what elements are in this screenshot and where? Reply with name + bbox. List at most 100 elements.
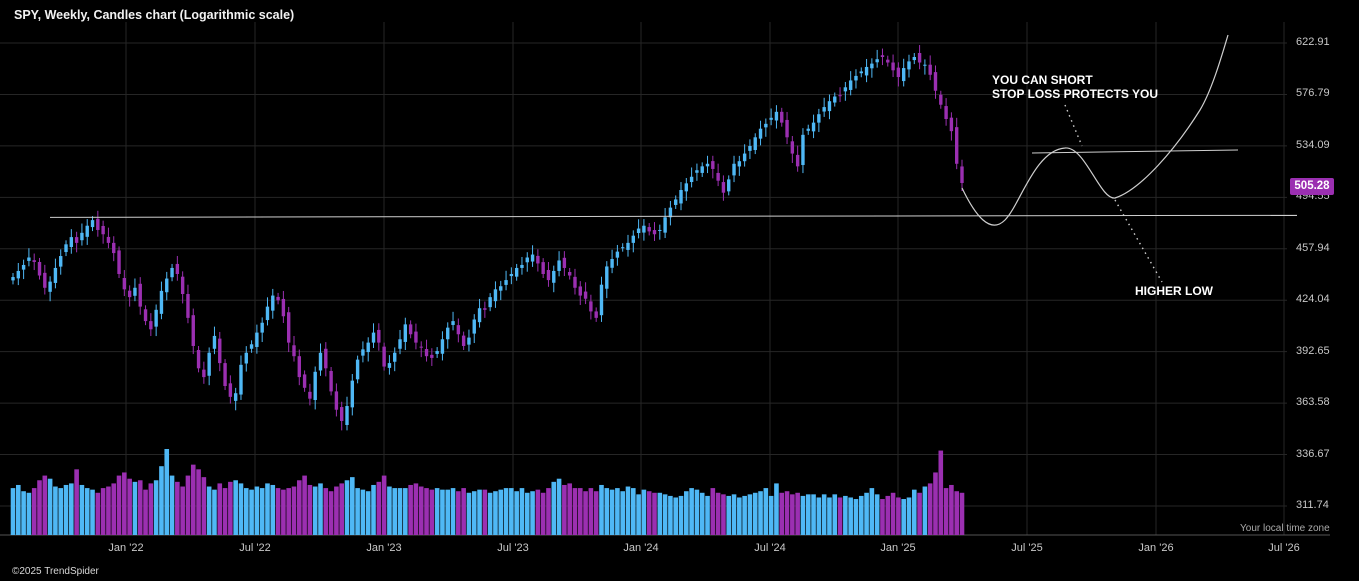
candle-body bbox=[530, 254, 535, 262]
volume-bar bbox=[609, 489, 615, 535]
candle-body bbox=[859, 71, 863, 74]
candle-body bbox=[281, 298, 286, 317]
candle-body bbox=[74, 237, 79, 243]
support-line bbox=[49, 214, 1298, 218]
candle-body bbox=[954, 127, 959, 164]
callout-line-short bbox=[1064, 104, 1083, 147]
candle-body bbox=[456, 325, 461, 335]
annotation-short-line-2: STOP LOSS PROTECTS YOU bbox=[992, 87, 1159, 101]
candle-body bbox=[122, 278, 127, 290]
volume-bar bbox=[249, 489, 254, 535]
volume-bar bbox=[678, 495, 684, 535]
timezone-label[interactable]: Your local time zone bbox=[1240, 523, 1330, 534]
volume-bar bbox=[100, 488, 106, 535]
volume-bar bbox=[906, 497, 912, 535]
volume-bar bbox=[747, 494, 753, 535]
volume-bar bbox=[334, 486, 339, 535]
volume-bar bbox=[53, 486, 58, 535]
volume-bar bbox=[927, 483, 933, 535]
volume-bar bbox=[58, 488, 64, 535]
volume-bar bbox=[758, 491, 763, 535]
price-tick-label: 457.94 bbox=[1296, 241, 1330, 254]
volume-bar bbox=[450, 488, 456, 535]
candle-body bbox=[276, 296, 280, 301]
candle-body bbox=[340, 407, 344, 421]
volume-bar bbox=[652, 492, 657, 535]
volume-bar bbox=[440, 489, 445, 535]
time-tick-label: Jan '24 bbox=[623, 542, 659, 554]
candle-body bbox=[117, 250, 121, 274]
candle-body bbox=[599, 284, 604, 316]
price-tick-label: 363.58 bbox=[1296, 396, 1330, 409]
volume-bar bbox=[302, 475, 307, 535]
resistance-line bbox=[1031, 149, 1239, 154]
volume-bar bbox=[615, 488, 620, 535]
volume-bar bbox=[84, 488, 90, 535]
volume-bar bbox=[482, 489, 488, 535]
price-tick-label: 336.67 bbox=[1296, 447, 1330, 460]
volume-bar bbox=[922, 486, 928, 535]
candle-body bbox=[69, 237, 74, 248]
candle-body bbox=[742, 153, 747, 162]
candle-body bbox=[53, 267, 58, 283]
volume-bar bbox=[471, 491, 477, 535]
volume-bar bbox=[403, 488, 408, 535]
candle-body bbox=[562, 257, 567, 268]
volume-bar bbox=[259, 488, 265, 535]
volume-bar bbox=[625, 486, 631, 535]
candle-body bbox=[80, 232, 84, 241]
volume-bar bbox=[583, 491, 588, 535]
volume-bar bbox=[737, 497, 742, 535]
volume-bar bbox=[959, 492, 965, 535]
volume-bar bbox=[874, 494, 880, 535]
volume-bar bbox=[540, 492, 546, 535]
volume-bar bbox=[69, 483, 74, 535]
price-tick-label: 424.04 bbox=[1296, 293, 1330, 306]
time-tick-label: Jan '26 bbox=[1138, 542, 1174, 554]
volume-bar bbox=[37, 480, 42, 535]
candle-body bbox=[59, 256, 63, 267]
volume-bar bbox=[281, 489, 286, 535]
volume-bar bbox=[774, 483, 779, 535]
volume-bar bbox=[265, 483, 270, 535]
candle-body bbox=[329, 370, 333, 392]
candle-body bbox=[605, 266, 609, 289]
candle-body bbox=[334, 391, 339, 410]
volume-bar bbox=[742, 495, 747, 535]
candle-body bbox=[170, 267, 174, 278]
volume-bar bbox=[185, 475, 191, 535]
volume-bar bbox=[397, 488, 403, 535]
volume-bar bbox=[805, 494, 811, 535]
candle-body bbox=[594, 311, 598, 318]
candle-body bbox=[886, 59, 890, 63]
volume-bar bbox=[445, 489, 451, 535]
volume-bar bbox=[885, 495, 891, 535]
volume-bar bbox=[572, 488, 578, 535]
volume-bar bbox=[524, 492, 530, 535]
candle-body bbox=[488, 297, 492, 308]
volume-bar bbox=[461, 488, 466, 535]
candle-body bbox=[732, 163, 736, 176]
candle-body bbox=[175, 263, 180, 274]
candle-body bbox=[96, 218, 100, 230]
volume-bar bbox=[31, 488, 37, 535]
candle-body bbox=[483, 308, 487, 310]
volume-bar bbox=[296, 480, 302, 535]
candle-body bbox=[313, 371, 317, 401]
candle-body bbox=[366, 342, 370, 353]
candle-body bbox=[896, 67, 901, 78]
volume-bar bbox=[434, 488, 440, 535]
candle-body bbox=[271, 295, 275, 311]
candle-body bbox=[186, 294, 190, 318]
candle-body bbox=[679, 190, 683, 204]
candle-body bbox=[583, 291, 588, 299]
candle-body bbox=[467, 337, 471, 345]
candle-body bbox=[16, 270, 21, 279]
volume-bar bbox=[763, 488, 769, 535]
candle-body bbox=[64, 244, 68, 253]
candle-body bbox=[138, 283, 142, 307]
volume-bar bbox=[312, 486, 318, 535]
volume-bar bbox=[275, 488, 281, 535]
